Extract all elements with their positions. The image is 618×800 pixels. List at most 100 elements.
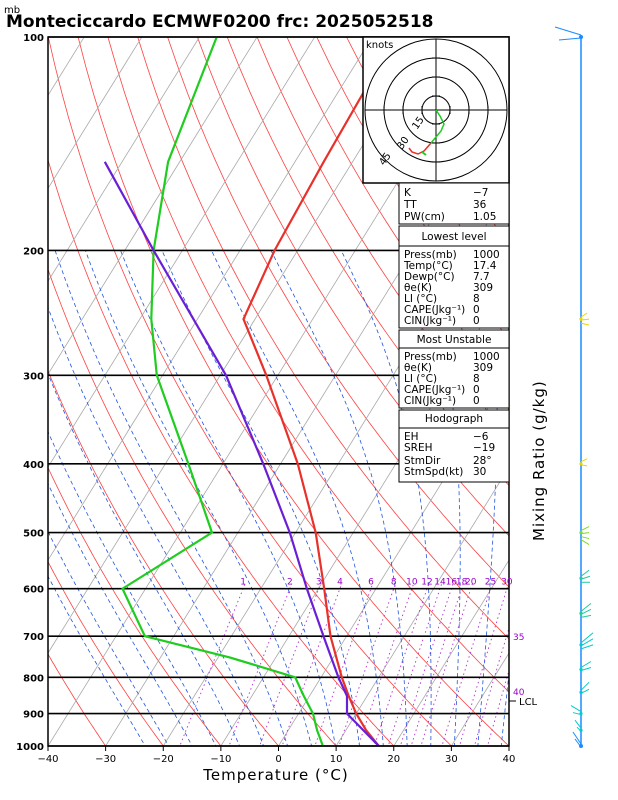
wind-barb	[580, 312, 590, 326]
moist-adiabat	[48, 430, 217, 746]
dry-adiabat	[591, 5, 618, 761]
mixing-ratio-label-1: 1	[240, 578, 246, 588]
mixing-ratio-label-10: 10	[406, 578, 418, 588]
lowest-level-value-1: 17.4	[473, 260, 497, 272]
pressure-tick-100: 100	[23, 33, 44, 44]
mixing-ratio-label-18: 18	[456, 578, 468, 588]
dewpoint-trace	[121, 37, 324, 746]
lowest-level-label-4: LI (°C)	[404, 293, 437, 305]
pressure-tick-800: 800	[23, 673, 44, 684]
lowest-level-label-3: θe(K)	[404, 282, 432, 294]
moist-adiabat	[270, 250, 408, 746]
wind-barb	[580, 458, 588, 467]
wind-barb	[574, 719, 582, 732]
moist-adiabat	[161, 250, 360, 746]
mixing-ratio-label-12: 12	[421, 578, 432, 588]
temperature-axis-label: Temperature (°C)	[202, 766, 348, 784]
wind-barb	[580, 632, 594, 650]
dry-adiabat	[505, 5, 618, 761]
temperature-tick-labels: −40 −30 −20 −10 0 10 20 30 40	[37, 746, 515, 765]
pressure-tick-500: 500	[23, 529, 44, 540]
isotherm	[335, 466, 509, 746]
dry-adiabat	[107, 37, 509, 693]
most-unstable-value-2: 8	[473, 373, 480, 385]
index-tt-value: 36	[473, 199, 487, 211]
most-unstable-label-3: CAPE(Jkg⁻¹)	[404, 384, 465, 396]
mixing-ratio-label-2: 2	[287, 578, 293, 588]
hodograph-trace-lower	[408, 142, 432, 155]
mixing-ratio-line	[228, 583, 293, 746]
most-unstable-value-0: 1000	[473, 351, 500, 363]
hodograph-inset: knots 15 30 45	[362, 36, 510, 184]
pressure-tick-900: 900	[23, 710, 44, 721]
most-unstable-value-3: 0	[473, 384, 480, 396]
temperature-tick--10: −10	[210, 754, 231, 765]
hodograph-label-2: StmDir	[404, 455, 441, 467]
hodograph-label-1: SREH	[404, 442, 433, 454]
mixing-ratio-label-3: 3	[316, 578, 322, 588]
most-unstable-header: Most Unstable	[417, 334, 492, 346]
mixing-ratio-label-25: 25	[485, 578, 496, 588]
profile-traces	[103, 37, 397, 746]
most-unstable-label-2: LI (°C)	[404, 373, 437, 385]
lowest-level-value-2: 7.7	[473, 271, 490, 283]
dry-adiabat	[48, 653, 107, 746]
mixing-ratio-line	[441, 583, 493, 746]
index-pw-label: PW(cm)	[404, 211, 445, 223]
mixing-ratio-label-20: 20	[465, 578, 477, 588]
pressure-tick-1000: 1000	[16, 742, 44, 753]
thermodynamic-background	[48, 5, 618, 761]
mixing-ratio-line	[338, 583, 397, 746]
lowest-level-value-5: 0	[473, 304, 480, 316]
index-k-label: K	[404, 187, 412, 199]
most-unstable-value-1: 309	[473, 362, 493, 374]
pressure-tick-labels: 100 200 300 400 500 600 700 800 900 1000	[16, 33, 44, 753]
mixing-ratio-label-30: 30	[501, 578, 513, 588]
wind-barb	[580, 602, 592, 618]
isotherm	[48, 37, 85, 97]
lowest-level-value-6: 0	[473, 315, 480, 327]
dry-adiabat	[196, 37, 509, 537]
pressure-unit-label: mb	[4, 5, 20, 16]
lowest-level-label-1: Temp(°C)	[403, 260, 453, 272]
moist-adiabat	[340, 250, 432, 746]
lowest-level-value-4: 8	[473, 293, 480, 305]
moist-adiabat	[48, 306, 265, 746]
moist-adiabat	[48, 575, 146, 746]
hodograph-value-2: 28°	[473, 455, 492, 467]
mixing-ratio-label-35: 35	[513, 633, 524, 643]
mixing-ratio-line	[459, 583, 509, 746]
pressure-tick-600: 600	[23, 585, 44, 596]
temperature-tick--30: −30	[95, 754, 116, 765]
isotherm	[48, 37, 316, 468]
pressure-tick-300: 300	[23, 371, 44, 382]
moist-adiabat	[48, 482, 193, 746]
wind-barb	[570, 705, 582, 716]
moist-adiabat	[120, 250, 336, 746]
mixing-ratio-axis-label: Mixing Ratio (g/kg)	[530, 380, 548, 541]
most-unstable-label-4: CIN(Jkg⁻¹)	[404, 395, 456, 407]
pressure-tick-400: 400	[23, 460, 44, 471]
dry-adiabat	[77, 37, 509, 746]
mixing-ratio-label-16: 16	[446, 578, 458, 588]
wind-barb	[580, 569, 591, 583]
pressure-tick-700: 700	[23, 632, 44, 643]
index-tt-label: TT	[403, 199, 417, 211]
isotherm	[48, 37, 258, 375]
dry-adiabat	[48, 268, 337, 746]
lowest-level-header: Lowest level	[421, 231, 486, 243]
isotherm	[508, 745, 509, 746]
isotherm	[48, 37, 373, 561]
dry-adiabat	[137, 37, 509, 640]
isotherm	[48, 37, 200, 283]
temperature-tick-30: 30	[445, 754, 458, 765]
index-pw-value: 1.05	[473, 211, 496, 223]
hodograph-value-0: −6	[473, 431, 489, 443]
isotherm	[393, 559, 509, 746]
mixing-ratio-line	[259, 583, 322, 746]
index-k-value: −7	[473, 187, 488, 199]
moist-adiabat	[48, 372, 241, 746]
hodograph-value-3: 30	[473, 466, 486, 478]
